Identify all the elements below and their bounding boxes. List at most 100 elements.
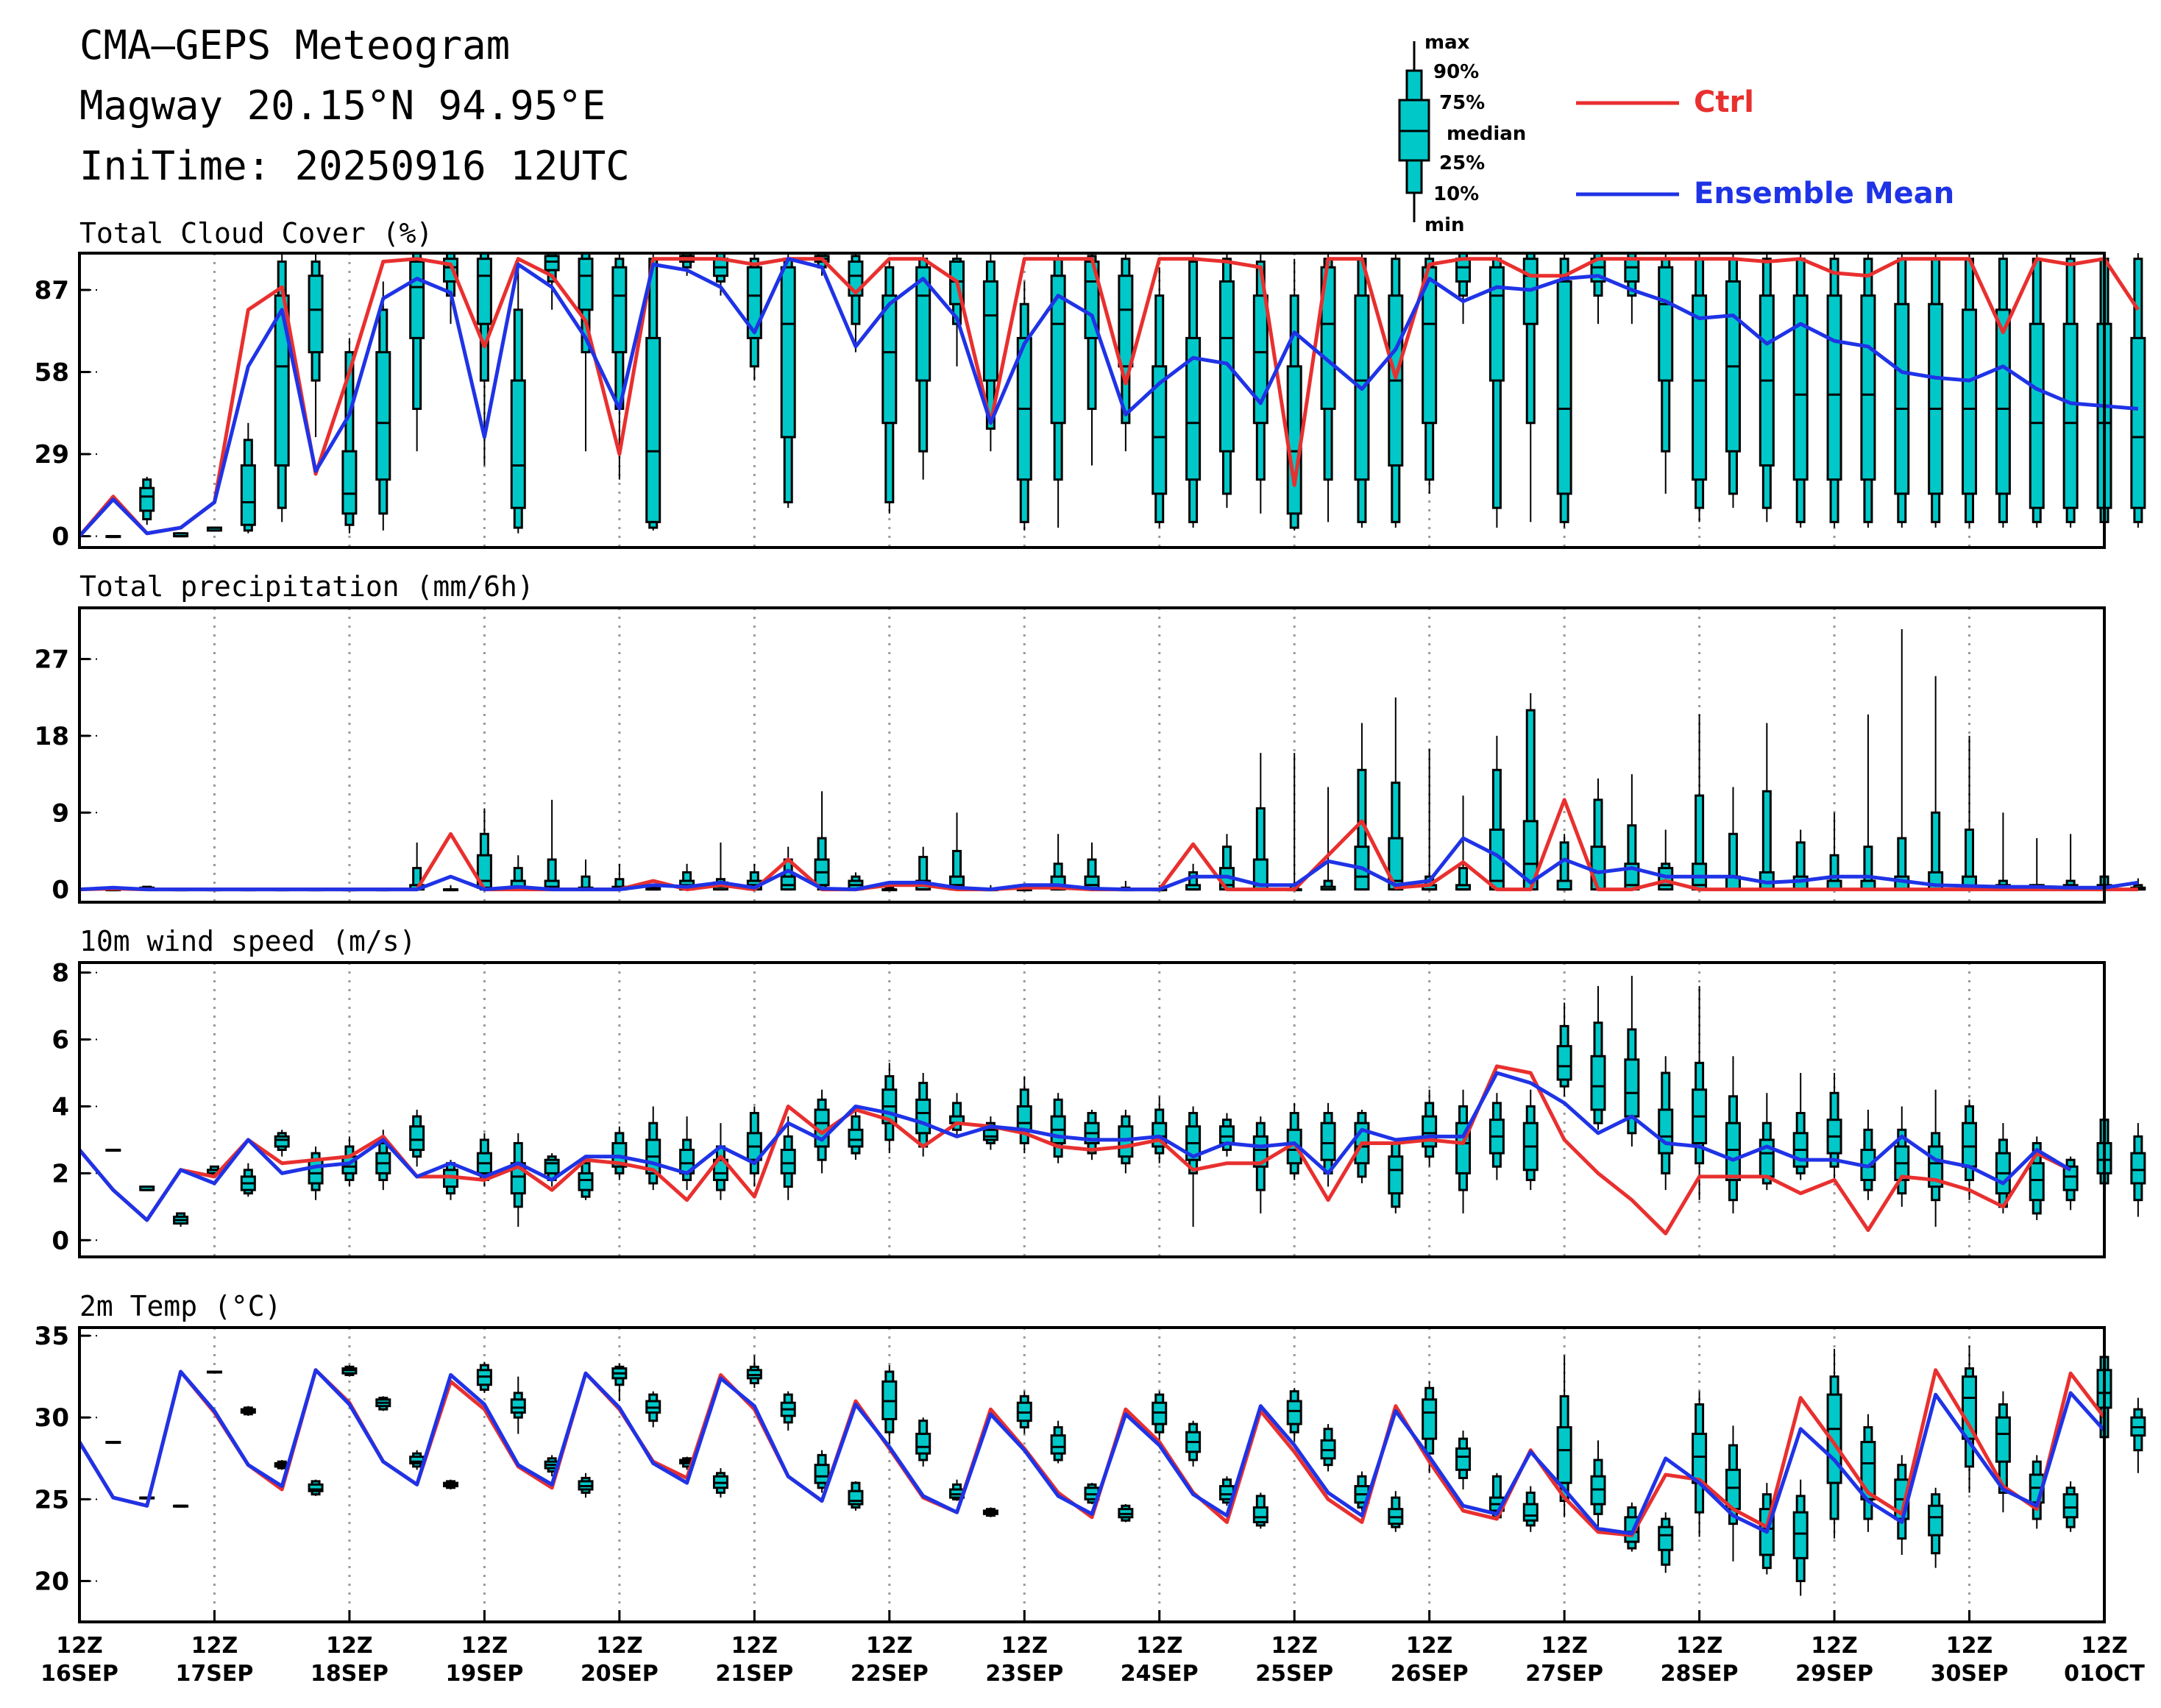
ensemble-box	[578, 860, 594, 891]
box-p25-p75	[308, 1483, 324, 1492]
y-tick-label: 8	[52, 959, 69, 988]
ensemble-box	[1185, 863, 1202, 891]
ensemble-box	[1455, 795, 1472, 891]
ensemble-box	[1995, 812, 2011, 891]
box-p25-p75	[2130, 336, 2146, 509]
box-p25-p75	[476, 258, 492, 325]
ensemble-box	[1252, 1116, 1268, 1213]
ensemble-box	[510, 1376, 526, 1434]
box-p25-p75	[1692, 294, 1708, 481]
ensemble-box	[1118, 1504, 1134, 1523]
ensemble-box	[476, 1361, 492, 1393]
x-tick-label-date: 26SEP	[1391, 1661, 1469, 1687]
x-tick-label-date: 16SEP	[40, 1661, 118, 1687]
legend-p25-label: 25%	[1439, 152, 1485, 174]
ensemble-box	[1692, 253, 1708, 522]
box-p25-p75	[578, 1172, 594, 1191]
x-tick-label-date: 18SEP	[311, 1661, 388, 1687]
box-p25-p75	[1522, 1503, 1539, 1522]
box-p25-p75	[1995, 308, 2011, 495]
legend-box-explainer: max 90% 75% median 25% 10% min	[1398, 32, 1526, 236]
x-tick-label-date: 24SEP	[1121, 1661, 1199, 1687]
ensemble-box	[746, 253, 762, 381]
ensemble-box	[240, 422, 256, 534]
ensemble-box	[139, 1186, 155, 1191]
ensemble-box	[1692, 1391, 1708, 1537]
box-p25-p75	[780, 266, 796, 439]
box-p25-p75	[308, 274, 324, 354]
x-tick-label-hour: 12Z	[1946, 1633, 1993, 1659]
x-tick-label-date: 30SEP	[1931, 1661, 2009, 1687]
ensemble-box	[375, 1396, 391, 1411]
ensemble-box	[1252, 253, 1268, 514]
ensemble-box	[240, 1163, 256, 1197]
y-tick-label: 2	[52, 1159, 69, 1188]
x-tick-label-hour: 12Z	[731, 1633, 778, 1659]
legend-mean-label: Ensemble Mean	[1694, 177, 1954, 210]
box-p25-p75	[1185, 336, 1202, 481]
y-tick-label: 27	[35, 645, 69, 675]
ensemble-box	[746, 1106, 762, 1187]
x-tick-label-date: 28SEP	[1661, 1661, 1739, 1687]
ensemble-box	[1388, 1491, 1404, 1532]
x-tick-label-date: 27SEP	[1525, 1661, 1603, 1687]
x-tick-label-date: 17SEP	[176, 1661, 254, 1687]
ensemble-box	[1522, 252, 1539, 522]
box-p25-p75	[881, 294, 898, 425]
y-tick-label: 0	[52, 876, 69, 905]
ensemble-box	[1286, 1388, 1302, 1442]
ensemble-box	[915, 253, 932, 480]
x-tick-label-hour: 12Z	[191, 1633, 238, 1659]
legend-p10-label: 10%	[1433, 183, 1479, 205]
ensemble-box	[308, 1479, 324, 1496]
box-p25-p75	[510, 379, 526, 509]
box-p25-p75	[1894, 302, 1910, 495]
ensemble-box	[848, 1106, 864, 1160]
ensemble-box	[881, 258, 898, 514]
ensemble-box	[578, 1473, 594, 1498]
ensemble-box	[2130, 1123, 2146, 1217]
mean-series-line	[78, 257, 2139, 538]
box-p25-p75	[1016, 1105, 1032, 1131]
y-tick-label: 4	[52, 1092, 69, 1121]
box-p25-p75	[375, 351, 391, 481]
ensemble-box	[308, 1147, 324, 1200]
ensemble-box	[105, 1149, 121, 1152]
ensemble-box	[1928, 253, 1944, 528]
box-p25-p75	[1658, 1108, 1674, 1155]
time-axis: 12Z16SEP12Z17SEP12Z18SEP12Z19SEP12Z20SEP…	[40, 1610, 2145, 1687]
ensemble-box	[1522, 1089, 1539, 1191]
panel-frame	[78, 1326, 2106, 1623]
box-p25-p75	[1826, 294, 1842, 481]
ensemble-box	[2130, 253, 2146, 528]
ensemble-box	[611, 863, 628, 891]
ensemble-box	[1522, 692, 1539, 891]
y-tick-label: 20	[35, 1567, 69, 1596]
box-p25-p75	[1252, 1506, 1268, 1523]
panel-cloud-cover-title: Total Cloud Cover (%)	[79, 217, 433, 249]
box-p25-p75	[611, 266, 628, 354]
ensemble-box	[1185, 1420, 1202, 1467]
x-tick-label-date: 25SEP	[1255, 1661, 1333, 1687]
mean-series-line	[77, 1368, 2106, 1536]
box-p25-p75	[1118, 274, 1134, 368]
box-p25-p75	[1252, 294, 1268, 425]
box-p25-p75	[341, 450, 358, 515]
box-p25-p75	[1826, 1393, 1842, 1484]
ensemble-box	[341, 1365, 358, 1377]
ensemble-box	[240, 1406, 256, 1416]
box-p25-p75	[1928, 302, 1944, 495]
ensemble-box	[1860, 253, 1876, 528]
ensemble-box	[1928, 676, 1944, 891]
box-p25-p75	[308, 1158, 324, 1185]
ensemble-box	[173, 1212, 189, 1227]
box-p25-p75	[712, 1158, 728, 1181]
ensemble-box	[1692, 985, 1708, 1200]
ensemble-box	[1016, 1076, 1032, 1154]
ensemble-box	[2062, 834, 2079, 891]
ensemble-box	[1556, 1355, 1572, 1517]
y-tick-label: 87	[35, 276, 69, 305]
box-p25-p75	[1286, 365, 1302, 515]
ensemble-box	[1084, 253, 1100, 466]
ensemble-box	[1725, 787, 1741, 891]
